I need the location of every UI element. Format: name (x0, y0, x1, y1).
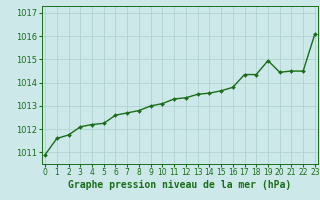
X-axis label: Graphe pression niveau de la mer (hPa): Graphe pression niveau de la mer (hPa) (68, 180, 292, 190)
